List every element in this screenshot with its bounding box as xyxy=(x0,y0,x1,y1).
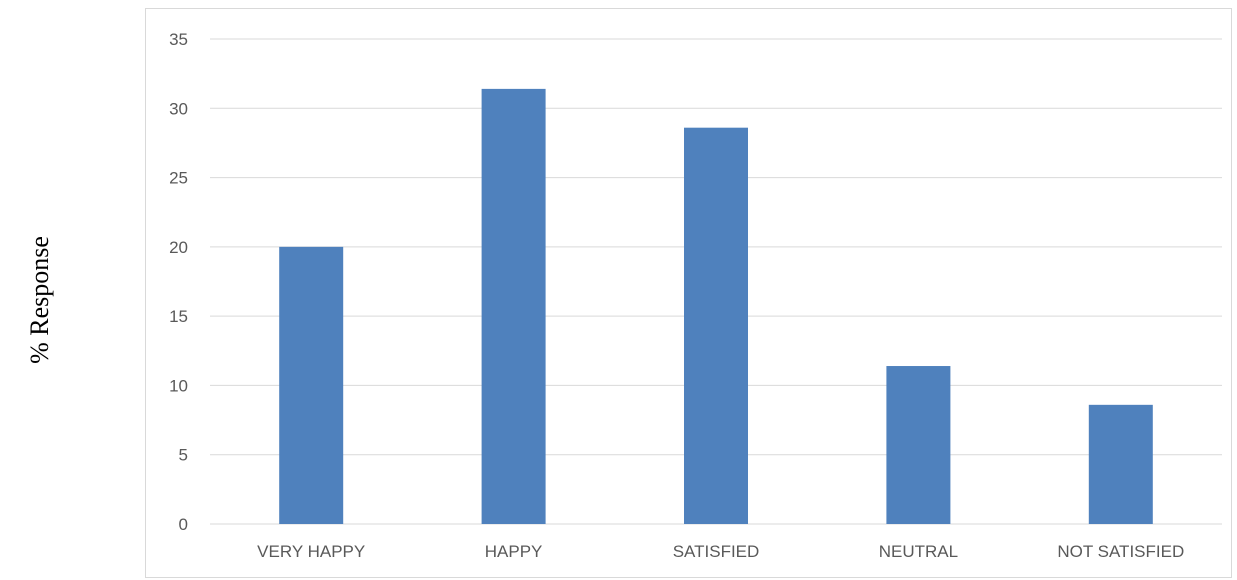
y-axis-ticks: 0 5 10 15 20 25 30 35 xyxy=(169,30,188,534)
x-category-label: VERY HAPPY xyxy=(257,542,365,561)
x-category-label: NOT SATISFIED xyxy=(1057,542,1184,561)
y-tick-label: 20 xyxy=(169,238,188,257)
x-category-label: NEUTRAL xyxy=(879,542,958,561)
x-category-label: SATISFIED xyxy=(673,542,760,561)
y-tick-label: 35 xyxy=(169,30,188,49)
y-tick-label: 10 xyxy=(169,376,188,395)
bar-very-happy xyxy=(279,246,344,524)
bar-neutral xyxy=(886,366,951,524)
bar-happy xyxy=(481,88,546,524)
bars xyxy=(279,88,1153,524)
y-tick-label: 15 xyxy=(169,307,188,326)
bar-not-satisfied xyxy=(1088,404,1153,524)
y-tick-label: 5 xyxy=(179,446,188,465)
bar-satisfied xyxy=(684,127,748,524)
y-tick-label: 30 xyxy=(169,99,188,118)
x-axis-categories: VERY HAPPY HAPPY SATISFIED NEUTRAL NOT SATIS… xyxy=(257,542,1184,561)
x-category-label: HAPPY xyxy=(485,542,543,561)
y-tick-label: 25 xyxy=(169,169,188,188)
y-tick-label: 0 xyxy=(179,515,188,534)
